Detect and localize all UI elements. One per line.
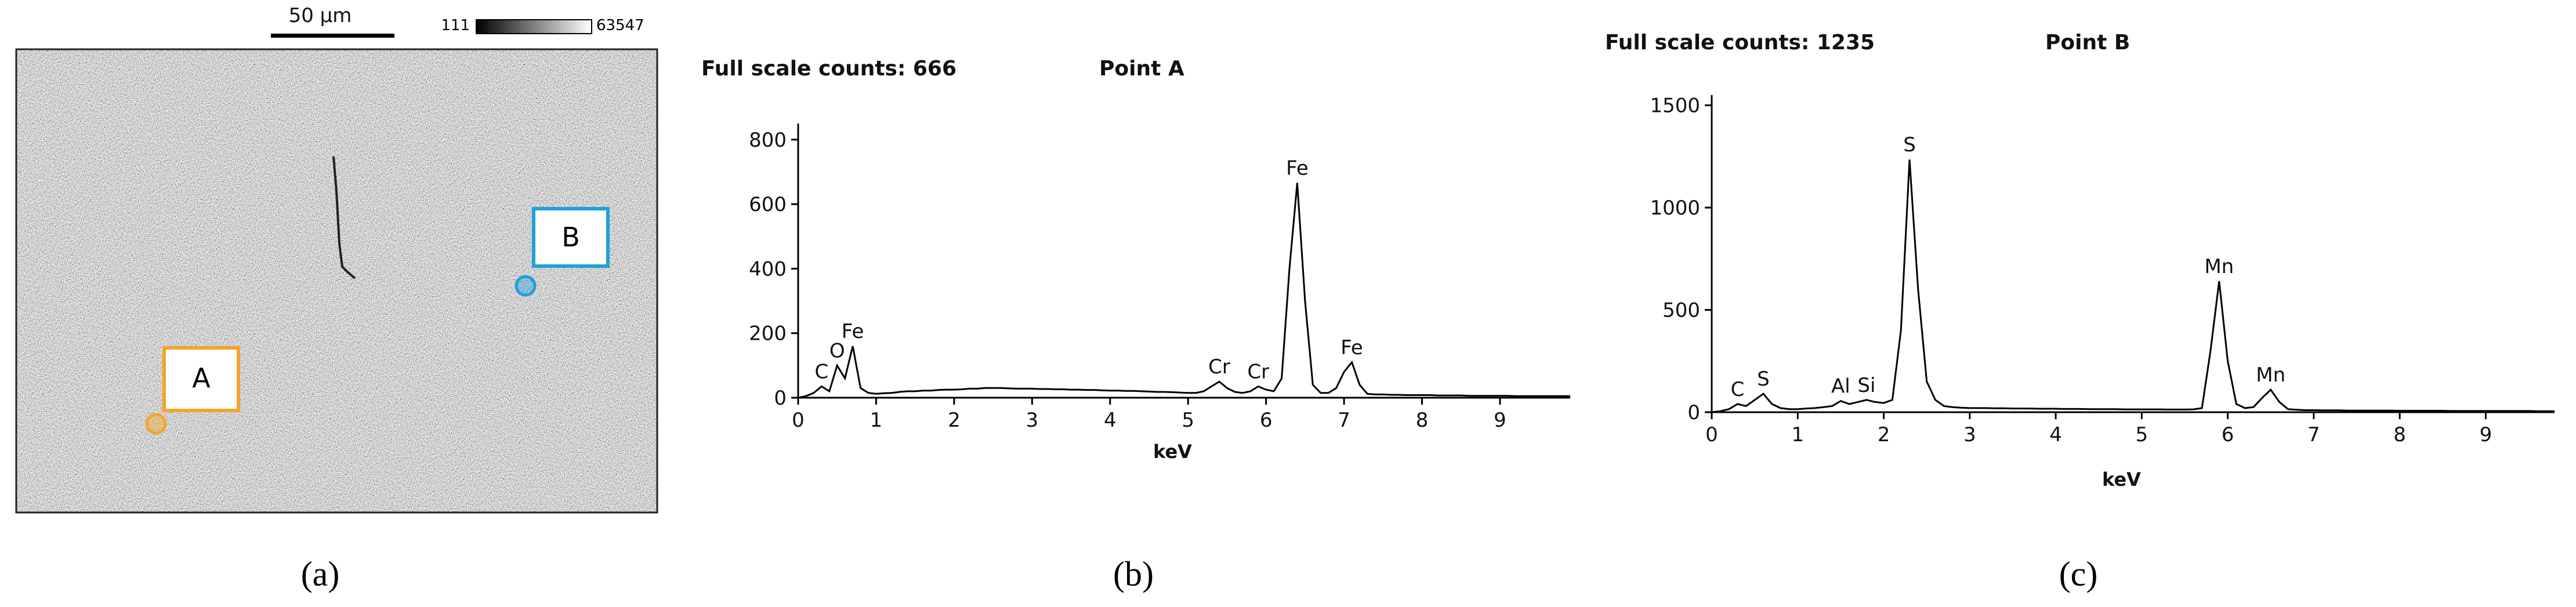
x-tick-label: 3 bbox=[1963, 423, 1976, 446]
x-tick-label: 4 bbox=[1104, 409, 1117, 432]
subtitle: Full scale counts: 1235 bbox=[1605, 31, 1875, 54]
x-tick-label: 0 bbox=[792, 409, 805, 432]
x-tick-label: 8 bbox=[1416, 409, 1429, 432]
x-tick-label: 1 bbox=[1791, 423, 1804, 446]
x-tick-label: 1 bbox=[870, 409, 883, 432]
chart-title: Point A bbox=[1099, 57, 1184, 81]
chart: Full scale counts: 666 Point A 0 200 400 600 8… bbox=[701, 57, 1570, 593]
x-tick-label: 6 bbox=[2222, 423, 2234, 446]
point-marker bbox=[515, 275, 537, 297]
y-tick-label: 800 bbox=[749, 129, 787, 152]
point-label-box bbox=[532, 207, 610, 268]
peak-label: Mn bbox=[2204, 255, 2234, 278]
peak-label: C bbox=[1731, 378, 1745, 401]
point-b: B bbox=[515, 207, 610, 297]
caption: (b) bbox=[1113, 555, 1154, 593]
y-tick-label: 200 bbox=[749, 322, 787, 346]
peak-label: C bbox=[814, 361, 828, 384]
x-axis-label: keV bbox=[2102, 468, 2141, 490]
peak-label: Cr bbox=[1247, 361, 1269, 384]
y-tick-label: 400 bbox=[749, 257, 787, 281]
peak-label: S bbox=[1903, 133, 1916, 157]
peak-label: Fe bbox=[842, 320, 864, 343]
scale-bar bbox=[271, 34, 394, 38]
caption: (a) bbox=[301, 555, 340, 593]
peak-label: Cr bbox=[1208, 355, 1230, 379]
x-tick-label: 3 bbox=[1026, 409, 1039, 432]
spectrum-line bbox=[1711, 159, 2555, 413]
point-label-box bbox=[162, 346, 240, 412]
spectrum-line bbox=[798, 183, 1570, 399]
x-axis-label: keV bbox=[1153, 441, 1192, 463]
point-marker bbox=[145, 413, 167, 435]
peak-label: Al bbox=[1831, 375, 1850, 398]
point-a: A bbox=[145, 346, 240, 435]
y-tick-label: 500 bbox=[1662, 299, 1700, 322]
colorbar-min: 111 bbox=[441, 17, 470, 34]
x-tick-label: 5 bbox=[1182, 409, 1194, 432]
y-tick-label: 0 bbox=[774, 387, 787, 410]
sem-texture bbox=[16, 49, 657, 513]
colorbar bbox=[476, 19, 592, 34]
y-tick-label: 600 bbox=[749, 193, 787, 216]
y-tick-label: 1500 bbox=[1650, 94, 1700, 118]
subtitle: Full scale counts: 666 bbox=[701, 57, 957, 81]
peak-label: Si bbox=[1857, 374, 1875, 397]
caption: (c) bbox=[2059, 555, 2098, 593]
x-tick-label: 4 bbox=[2049, 423, 2062, 446]
x-tick-label: 9 bbox=[1494, 409, 1506, 432]
x-tick-label: 2 bbox=[1878, 423, 1890, 446]
sem-frame bbox=[15, 48, 658, 514]
x-tick-label: 5 bbox=[2136, 423, 2149, 446]
peak-label: Fe bbox=[1340, 336, 1363, 359]
x-tick-label: 6 bbox=[1260, 409, 1273, 432]
y-tick-label: 0 bbox=[1687, 401, 1700, 424]
x-tick-label: 9 bbox=[2480, 423, 2492, 446]
x-tick-label: 7 bbox=[1338, 409, 1350, 432]
point-label: A bbox=[192, 362, 211, 394]
peak-label: Fe bbox=[1286, 157, 1309, 180]
sem-panel: 50 µm 111 63547 A B (a) bbox=[15, 4, 658, 593]
x-tick-label: 0 bbox=[1705, 423, 1718, 446]
x-tick-label: 7 bbox=[2307, 423, 2320, 446]
colorbar-max: 63547 bbox=[596, 17, 644, 34]
crack bbox=[332, 156, 356, 279]
peak-label: Mn bbox=[2256, 364, 2285, 387]
y-tick-label: 1000 bbox=[1650, 197, 1700, 220]
peak-label: S bbox=[1757, 368, 1770, 391]
scale-bar-label: 50 µm bbox=[289, 4, 352, 27]
chart-title: Point B bbox=[2045, 31, 2130, 54]
x-tick-label: 8 bbox=[2393, 423, 2406, 446]
point-label: B bbox=[561, 221, 580, 253]
chart: Full scale counts: 1235 Point B0500100015… bbox=[1605, 31, 2555, 593]
peak-label: O bbox=[829, 339, 845, 362]
x-tick-label: 2 bbox=[948, 409, 961, 432]
